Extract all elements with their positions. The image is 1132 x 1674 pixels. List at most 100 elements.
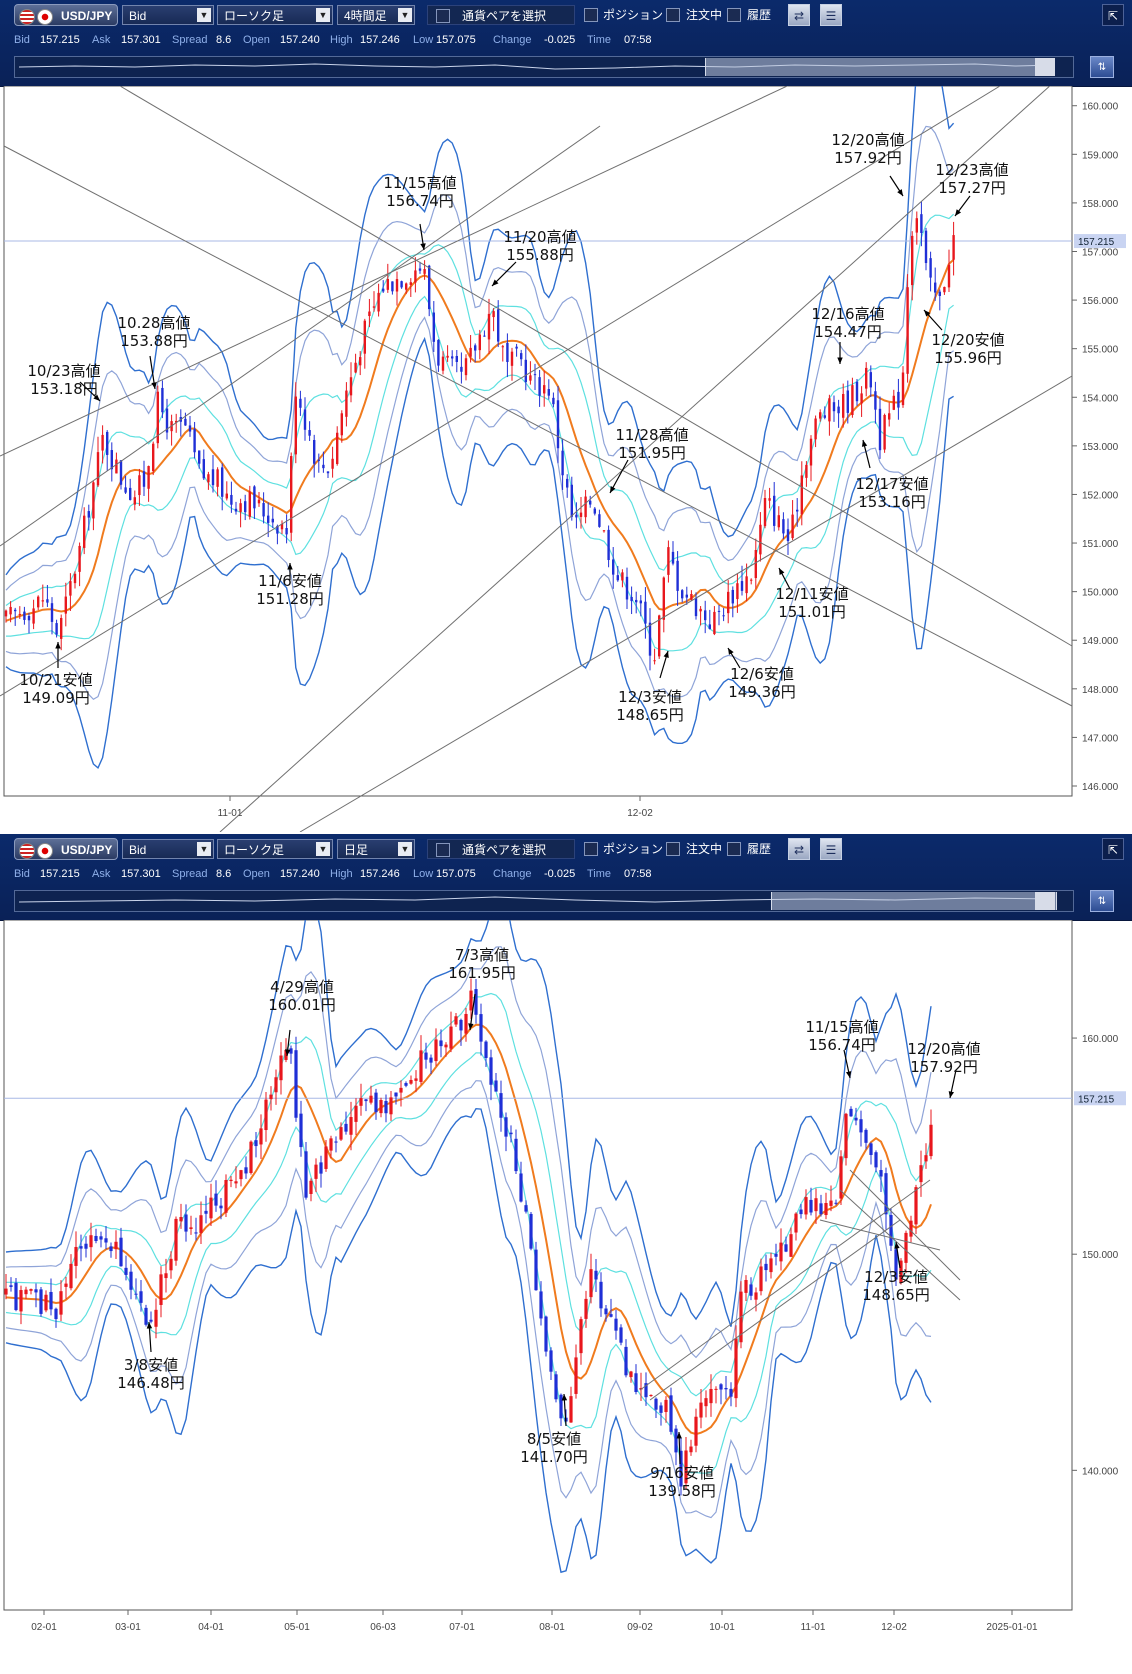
candle-body: [842, 393, 845, 418]
chart-type-select[interactable]: ローソク足 ▼: [217, 5, 333, 25]
moving-average-line: [5, 258, 955, 622]
x-tick-label: 11-01: [218, 808, 243, 819]
candle-body: [664, 1399, 668, 1413]
collapse-icon[interactable]: ⇱: [1102, 838, 1124, 860]
candle-body: [119, 1237, 123, 1267]
candle-body: [938, 291, 941, 296]
candle-body: [41, 600, 44, 602]
arrowhead-icon: [146, 1322, 153, 1329]
chart-type-select[interactable]: ローソク足 ▼: [217, 839, 333, 859]
pair-select-checkbox[interactable]: [436, 843, 450, 857]
navigator-selection[interactable]: [705, 58, 1047, 76]
zoom-icon[interactable]: ⇅: [1090, 56, 1114, 78]
candle-body: [309, 1180, 313, 1194]
candle-body: [239, 1170, 243, 1180]
y-tick-label: 156.000: [1082, 296, 1119, 307]
navigator-right-handle[interactable]: [1035, 58, 1055, 76]
price-type-value: Bid: [129, 843, 147, 857]
candle-body: [152, 443, 155, 472]
candle-body: [439, 1040, 443, 1047]
candle-body: [49, 1291, 53, 1310]
bid-value: 157.215: [40, 868, 80, 880]
collapse-icon[interactable]: ⇱: [1102, 4, 1124, 26]
time-value: 07:58: [624, 868, 652, 880]
candle-body: [139, 1291, 143, 1303]
x-tick-label: 10-01: [709, 1622, 735, 1633]
pair-select-checkbox[interactable]: [436, 9, 450, 23]
navigator-scrollbar[interactable]: [14, 890, 1074, 912]
chart-settings-icon[interactable]: ⇄: [788, 4, 810, 26]
y-tick-label: 146.000: [1082, 782, 1119, 793]
candle-body: [331, 458, 334, 469]
current-price-label: 157.215: [1078, 237, 1115, 248]
annotation-label: 11/20高値: [503, 228, 576, 246]
annotation-value: 146.48円: [117, 1374, 185, 1392]
orders-checkbox[interactable]: [666, 842, 680, 856]
candle-body: [276, 525, 279, 534]
candle-body: [154, 1309, 158, 1327]
candle-body: [791, 514, 794, 539]
candle-body: [892, 395, 895, 410]
candle-body: [654, 1398, 658, 1410]
arrowhead-icon: [492, 279, 499, 286]
candle-body: [363, 320, 366, 354]
timeframe-select[interactable]: 日足 ▼: [337, 839, 415, 859]
candle-body: [809, 438, 813, 466]
candle-body: [593, 508, 596, 514]
candle-body: [354, 1105, 358, 1122]
y-tick-label: 160.000: [1082, 1034, 1119, 1045]
navigator-right-handle[interactable]: [1035, 892, 1055, 910]
candle-body: [209, 1197, 213, 1219]
candle-body: [694, 1416, 698, 1446]
candle-body: [883, 414, 886, 450]
pair-select-box[interactable]: 通貨ペアを選択: [427, 839, 575, 859]
pair-select-box[interactable]: 通貨ペアを選択: [427, 5, 575, 25]
list-icon[interactable]: ☰: [820, 4, 842, 26]
price-chart-4h[interactable]: 160.000 159.000 158.000 157.000 156.000 155.0…: [0, 86, 1132, 832]
position-checkbox[interactable]: [584, 8, 598, 22]
candle-body: [662, 577, 665, 620]
candle-body: [409, 1079, 413, 1084]
candle-body: [285, 528, 288, 535]
candle-body: [658, 615, 661, 657]
candle-body: [474, 989, 478, 1015]
time-label: Time: [587, 868, 612, 880]
navigator-scrollbar[interactable]: [14, 56, 1074, 78]
annotation-value: 157.92円: [910, 1058, 978, 1076]
symbol-selector[interactable]: USD/JPY: [14, 4, 118, 26]
candle-body: [839, 1156, 843, 1199]
spread-label: Spread: [172, 34, 208, 46]
navigator-selection[interactable]: [771, 892, 1057, 910]
candle-body: [919, 1165, 923, 1183]
list-icon[interactable]: ☰: [820, 838, 842, 860]
toolbar-controls: USD/JPY Bid ▼ ローソク足 ▼ 日足 ▼ 通貨ペアを選択 ポジション…: [0, 838, 1132, 862]
candle-body: [794, 1213, 798, 1233]
price-chart-daily[interactable]: 160.000 150.000 140.000 02-01 03-01 04-01 05-0…: [0, 920, 1132, 1674]
price-type-select[interactable]: Bid ▼: [122, 5, 214, 25]
usd-flag-icon: [19, 843, 35, 859]
candle-body: [629, 1371, 633, 1378]
candle-body: [39, 1289, 43, 1314]
price-type-select[interactable]: Bid ▼: [122, 839, 214, 859]
high-value: 157.246: [360, 868, 400, 880]
candle-body: [684, 1450, 688, 1484]
candle-body: [478, 334, 481, 351]
candle-body: [952, 235, 955, 260]
candle-body: [901, 372, 905, 406]
annotation-value: 160.01円: [268, 996, 336, 1014]
symbol-selector[interactable]: USD/JPY: [14, 838, 118, 860]
zoom-icon[interactable]: ⇅: [1090, 890, 1114, 912]
candle-body: [188, 425, 192, 432]
position-checkbox[interactable]: [584, 842, 598, 856]
history-checkbox[interactable]: [727, 842, 741, 856]
annotation-value: 153.88円: [120, 332, 188, 350]
candle-body: [73, 573, 77, 584]
jpy-flag-icon: [37, 9, 53, 25]
orders-checkbox[interactable]: [666, 8, 680, 22]
annotation-label: 11/6安値: [258, 572, 322, 590]
history-checkbox[interactable]: [727, 8, 741, 22]
candle-body: [18, 613, 21, 615]
timeframe-select[interactable]: 4時間足 ▼: [337, 5, 415, 25]
candle-body: [915, 218, 918, 233]
chart-settings-icon[interactable]: ⇄: [788, 838, 810, 860]
